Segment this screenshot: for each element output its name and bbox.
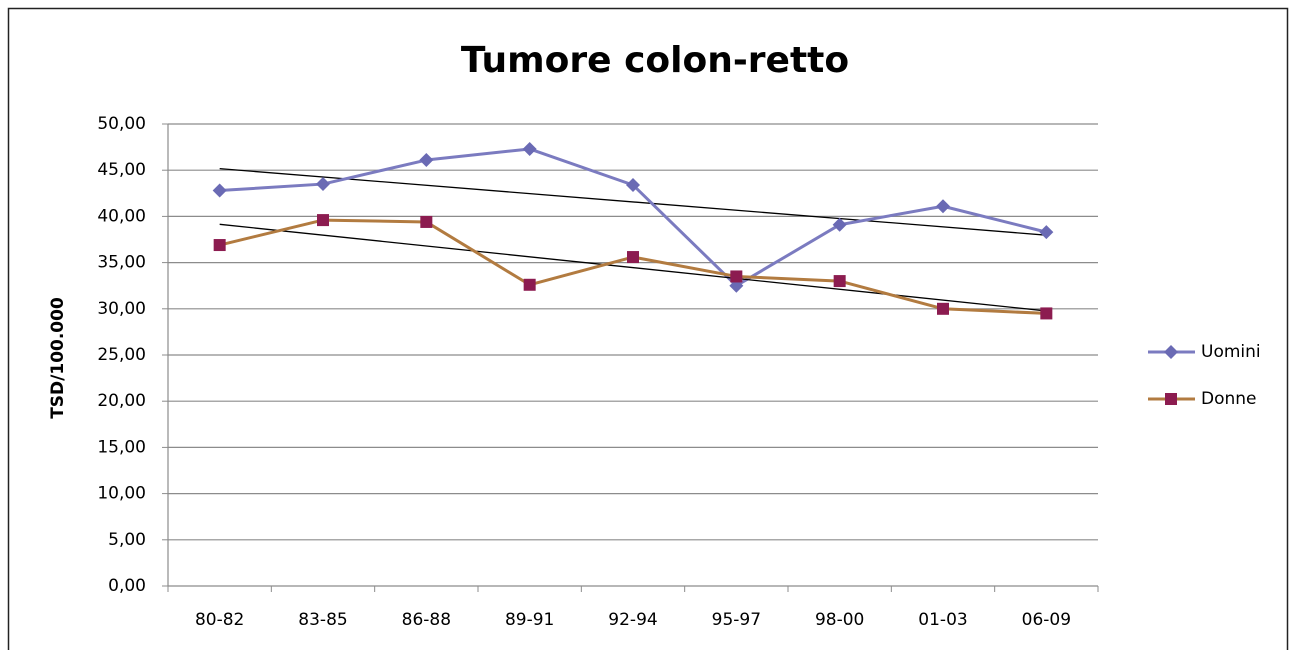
data-point (626, 177, 640, 192)
x-tick-label: 92-94 (608, 610, 657, 630)
y-tick-label: 30,00 (97, 299, 146, 319)
data-point (316, 177, 330, 192)
chart-frame (7, 7, 1289, 650)
x-tick-label: 83-85 (298, 610, 347, 630)
x-tick-label: 80-82 (195, 610, 244, 630)
data-point (212, 183, 227, 198)
y-tick-label: 25,00 (97, 345, 146, 365)
trendline (219, 223, 1047, 312)
data-point (522, 141, 537, 156)
x-tick-label: 95-97 (712, 610, 761, 630)
data-point (730, 270, 743, 283)
x-tick-label: 98-00 (815, 610, 864, 630)
data-point (213, 239, 226, 252)
data-point (833, 275, 846, 288)
x-tick-label: 01-03 (918, 610, 967, 630)
data-point (419, 153, 434, 168)
data-point (627, 251, 639, 264)
data-point (1039, 225, 1054, 240)
data-point (317, 214, 329, 227)
y-tick-label: 40,00 (97, 206, 146, 226)
data-point (420, 215, 433, 228)
y-tick-label: 20,00 (97, 391, 146, 411)
y-tick-label: 35,00 (97, 253, 146, 273)
chart-title: Tumore colon-retto (461, 40, 849, 81)
y-tick-label: 10,00 (97, 484, 146, 504)
y-tick-label: 45,00 (97, 160, 146, 180)
y-tick-label: 5,00 (108, 530, 146, 550)
legend-label: Donne (1201, 389, 1257, 409)
y-tick-label: 15,00 (97, 437, 146, 457)
legend-marker (1165, 393, 1177, 405)
legend-marker (1164, 345, 1178, 359)
data-point (832, 217, 847, 232)
trendline (219, 168, 1047, 236)
x-tick-label: 86-88 (402, 610, 451, 630)
data-point (1040, 307, 1053, 320)
legend-label: Uomini (1201, 342, 1261, 362)
x-tick-label: 89-91 (505, 610, 554, 630)
data-point (523, 278, 536, 291)
y-axis-label: TSD/100.000 (48, 297, 68, 419)
data-point (936, 199, 950, 214)
data-point (937, 302, 949, 315)
x-tick-label: 06-09 (1022, 610, 1071, 630)
y-tick-label: 50,00 (97, 114, 146, 134)
y-tick-label: 0,00 (108, 576, 146, 596)
